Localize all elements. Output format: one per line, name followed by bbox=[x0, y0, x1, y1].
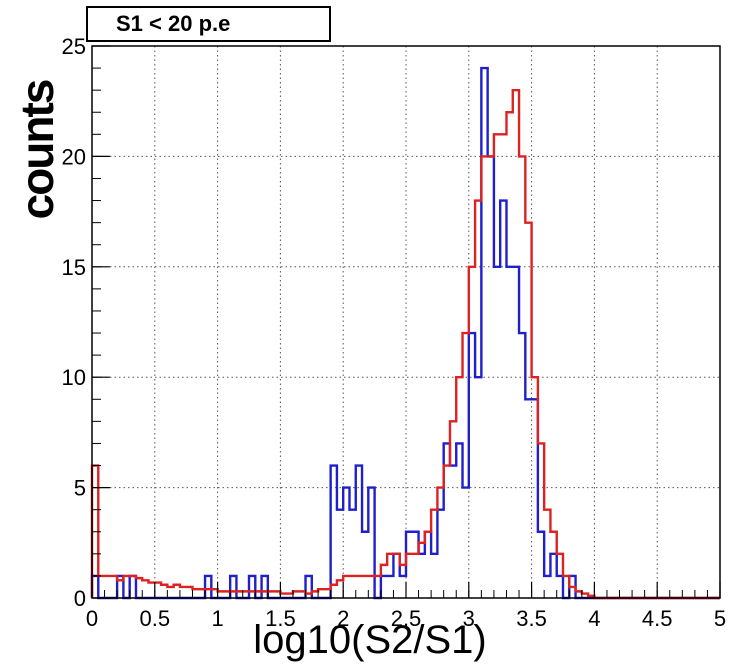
y-tick-label: 20 bbox=[62, 144, 86, 169]
x-tick-label: 3 bbox=[463, 606, 475, 631]
x-tick-label: 1 bbox=[211, 606, 223, 631]
x-tick-label: 2 bbox=[337, 606, 349, 631]
grid bbox=[92, 46, 720, 598]
x-axis-label: log10(S2/S1) bbox=[253, 618, 487, 662]
x-tick-label: 0.5 bbox=[140, 606, 171, 631]
x-tick-label: 0 bbox=[86, 606, 98, 631]
x-tick-label: 4 bbox=[588, 606, 600, 631]
y-tick-label: 10 bbox=[62, 365, 86, 390]
chart-title: S1 < 20 p.e bbox=[86, 6, 331, 42]
x-tick-label: 4.5 bbox=[642, 606, 673, 631]
y-tick-label: 25 bbox=[62, 34, 86, 59]
y-tick-label: 5 bbox=[74, 476, 86, 501]
x-tick-label: 2.5 bbox=[391, 606, 422, 631]
x-tick-label: 5 bbox=[714, 606, 726, 631]
series-layer bbox=[90, 66, 720, 600]
x-tick-label: 1.5 bbox=[265, 606, 296, 631]
ticks bbox=[91, 45, 721, 599]
histogram-series-2 bbox=[90, 88, 720, 600]
y-tick-label: 0 bbox=[74, 586, 86, 611]
y-tick-label: 15 bbox=[62, 255, 86, 280]
y-axis-label: counts bbox=[11, 80, 63, 220]
x-tick-labels: 0 0.5 1 1.5 2 2.5 3 3.5 4 4.5 5 bbox=[86, 606, 726, 631]
x-tick-label: 3.5 bbox=[516, 606, 547, 631]
y-tick-labels: 0 5 10 15 20 25 bbox=[62, 34, 86, 611]
chart-title-text: S1 < 20 p.e bbox=[116, 11, 231, 36]
